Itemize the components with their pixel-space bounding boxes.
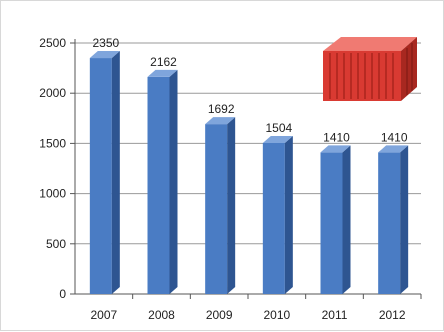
y-tick-label: 1000	[39, 187, 66, 201]
x-tick-label: 2009	[206, 308, 233, 322]
bar-top	[320, 145, 351, 153]
bar-side	[227, 117, 236, 294]
bar	[89, 58, 112, 295]
x-tick-label: 2007	[90, 308, 117, 322]
data-label: 1504	[265, 121, 292, 135]
bar	[205, 124, 228, 294]
bar-top	[89, 51, 120, 59]
container-end	[401, 37, 417, 101]
container-ribs	[329, 53, 394, 99]
container-top	[323, 37, 417, 51]
labels: 0 500 1000 1500 2000 2500 2350 2007 2162 2008 1692…	[39, 36, 408, 322]
y-tick-label: 2500	[39, 36, 66, 50]
axes	[70, 39, 422, 299]
y-tick-label: 1500	[39, 136, 66, 150]
bar-top	[378, 145, 409, 153]
bar-side	[111, 51, 120, 295]
bar	[378, 152, 401, 294]
bar-top	[147, 69, 178, 77]
bar	[320, 152, 343, 294]
y-tick-label: 0	[59, 287, 66, 301]
bar	[262, 142, 285, 294]
x-tick-label: 2011	[322, 308, 348, 322]
bar-top	[205, 117, 236, 125]
bar-side	[400, 145, 409, 294]
data-label: 2162	[150, 55, 177, 69]
data-label: 1410	[381, 130, 408, 144]
bar-side	[342, 145, 351, 294]
shipping-container-icon	[323, 37, 417, 101]
data-label: 1692	[208, 102, 235, 116]
x-tick-label: 2008	[148, 308, 175, 322]
data-label: 2350	[92, 36, 119, 50]
data-label: 1410	[323, 130, 350, 144]
y-tick-label: 500	[46, 237, 66, 251]
bars	[89, 51, 409, 295]
container-side	[323, 51, 401, 101]
bar-side	[284, 135, 293, 294]
bar-side	[169, 69, 178, 294]
x-tick-label: 2010	[263, 308, 290, 322]
bar	[147, 76, 170, 294]
bar-top	[262, 135, 293, 143]
x-tick-label: 2012	[379, 308, 406, 322]
container-door-ribs	[406, 43, 413, 95]
y-tick-label: 2000	[39, 86, 66, 100]
